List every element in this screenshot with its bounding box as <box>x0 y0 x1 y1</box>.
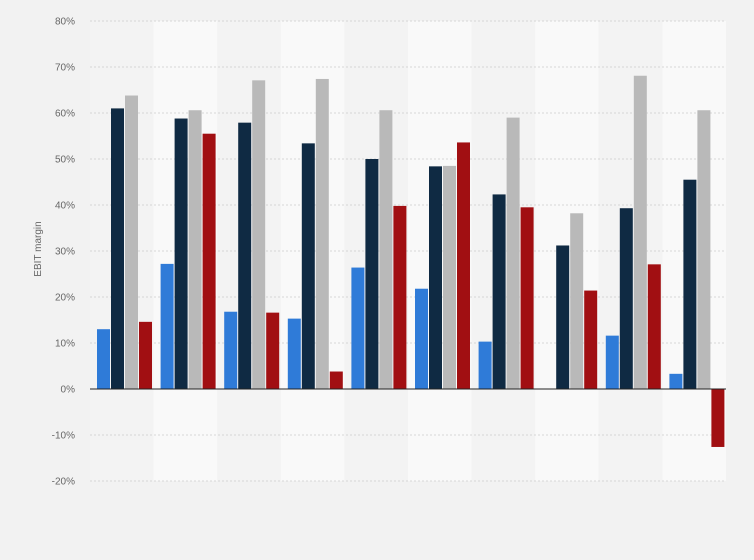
bar <box>669 373 683 389</box>
y-tick-labels: -20% -10% 0% 10% 20% 30% 40% 50% 60% 70% 80% <box>52 17 75 488</box>
bar <box>97 329 110 389</box>
bar <box>619 208 633 389</box>
bar <box>633 75 647 390</box>
bar <box>443 165 456 389</box>
bar <box>647 264 661 389</box>
bar <box>174 118 188 390</box>
y-axis-title: EBIT margin <box>33 221 44 276</box>
bar <box>429 166 442 389</box>
y-tick-label: 80% <box>55 17 75 28</box>
bar <box>301 143 315 389</box>
bar <box>125 95 138 390</box>
bar <box>570 213 584 389</box>
y-tick-label: 40% <box>55 201 75 212</box>
bar <box>365 159 379 389</box>
y-tick-label: 70% <box>55 63 75 74</box>
y-tick-label: 0% <box>61 385 76 396</box>
bar <box>266 312 280 389</box>
y-tick-label: 10% <box>55 339 75 350</box>
bar <box>111 108 124 390</box>
bar <box>697 110 711 390</box>
bar <box>457 142 470 389</box>
bar <box>415 288 428 389</box>
bar <box>351 267 365 389</box>
bar <box>287 318 301 389</box>
y-tick-label: 60% <box>55 109 75 120</box>
bar <box>139 321 152 389</box>
bar <box>711 389 725 447</box>
bar <box>393 205 407 389</box>
bar <box>683 179 697 389</box>
bar <box>506 117 520 389</box>
bar <box>584 290 598 389</box>
bar <box>605 335 619 389</box>
bar <box>252 80 266 389</box>
bar <box>556 245 570 389</box>
bar <box>224 311 238 389</box>
y-tick-label: 50% <box>55 155 75 166</box>
y-tick-label: -20% <box>52 477 75 488</box>
y-tick-label: -10% <box>52 431 75 442</box>
bar <box>188 110 202 390</box>
bar <box>492 194 506 389</box>
bar <box>315 78 329 390</box>
bar <box>520 207 534 389</box>
y-tick-label: 30% <box>55 247 75 258</box>
bars <box>97 75 725 447</box>
bar <box>478 341 492 389</box>
bar <box>202 133 216 389</box>
bar <box>160 263 174 389</box>
bar <box>379 110 393 390</box>
bar <box>238 122 252 389</box>
y-tick-label: 20% <box>55 293 75 304</box>
bar <box>329 371 343 389</box>
